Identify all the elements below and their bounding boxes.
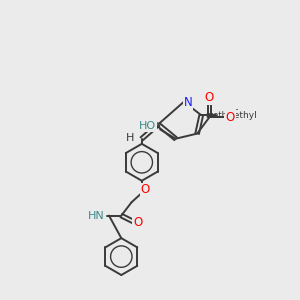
Text: methyl: methyl (225, 111, 256, 120)
Text: H: H (126, 133, 135, 143)
Text: O: O (140, 184, 149, 196)
Text: HO: HO (139, 122, 156, 131)
Text: N: N (184, 96, 192, 110)
Text: O: O (205, 91, 214, 104)
Text: methyl: methyl (205, 111, 234, 120)
Text: O: O (226, 111, 235, 124)
Text: O: O (133, 216, 142, 229)
Text: HN: HN (88, 211, 105, 220)
